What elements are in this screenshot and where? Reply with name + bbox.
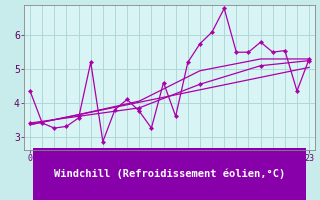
X-axis label: Windchill (Refroidissement éolien,°C): Windchill (Refroidissement éolien,°C) <box>54 169 285 179</box>
